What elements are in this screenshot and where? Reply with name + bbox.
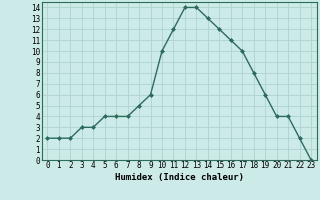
- X-axis label: Humidex (Indice chaleur): Humidex (Indice chaleur): [115, 173, 244, 182]
